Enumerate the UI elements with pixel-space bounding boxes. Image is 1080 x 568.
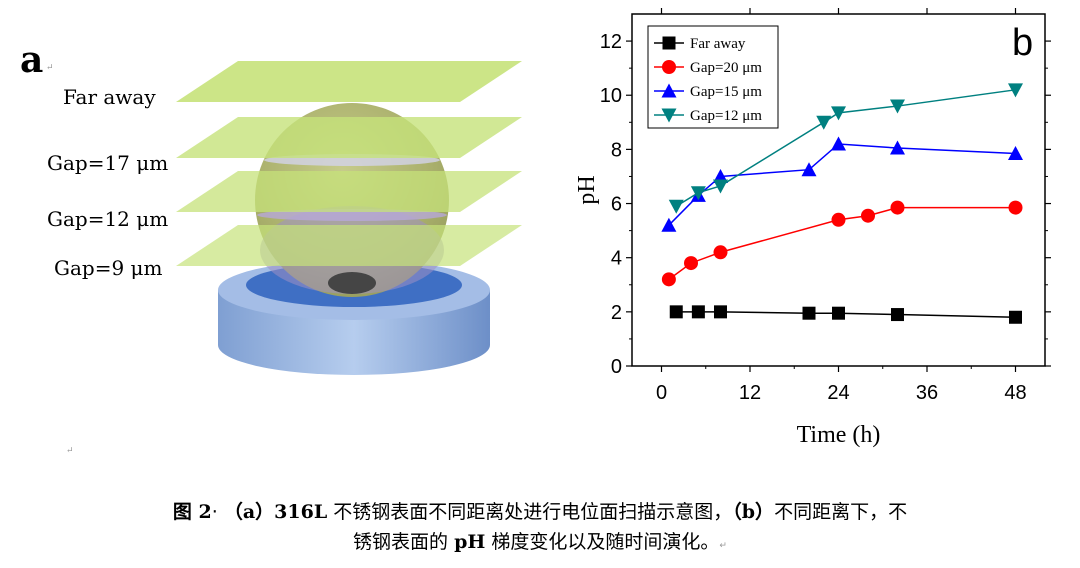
caption-part-b-label: （b） bbox=[732, 501, 775, 523]
legend-label: Gap=15 μm bbox=[690, 84, 762, 100]
return-mark: ↵ bbox=[719, 541, 727, 551]
x-tick-label: 36 bbox=[916, 382, 938, 404]
data-point bbox=[713, 245, 728, 260]
data-point bbox=[832, 306, 845, 320]
data-point bbox=[691, 305, 705, 319]
y-tick-label: 8 bbox=[611, 139, 622, 161]
data-point bbox=[669, 305, 683, 319]
scan-plane-gap-9 bbox=[176, 225, 522, 266]
data-point bbox=[661, 217, 677, 232]
data-point bbox=[1008, 145, 1023, 160]
caption-fig-number: 图 2 bbox=[172, 501, 212, 523]
data-point bbox=[831, 106, 846, 121]
caption-line2-pre: 锈钢表面的 bbox=[353, 531, 449, 553]
figure-caption-line2: 锈钢表面的 pH 梯度变化以及随时间演化。↵ bbox=[0, 528, 1080, 560]
data-point bbox=[1008, 200, 1023, 215]
caption-part-a-label: （a） bbox=[223, 501, 275, 523]
figure-caption-line1: 图 2· （a）316L 不锈钢表面不同距离处进行电位面扫描示意图，（b）不同距… bbox=[172, 501, 908, 523]
legend-label: Gap=20 μm bbox=[690, 60, 762, 76]
caption-ph: pH bbox=[454, 531, 486, 553]
legend-label: Far away bbox=[690, 36, 746, 52]
data-point bbox=[891, 308, 904, 322]
layer-label-gap-9: Gap=9 μm bbox=[54, 256, 163, 280]
legend-marker bbox=[661, 83, 677, 98]
panel-a-label: a bbox=[20, 39, 43, 81]
data-point bbox=[890, 140, 905, 155]
return-mark: ↵ bbox=[66, 446, 74, 456]
data-point bbox=[1008, 83, 1023, 98]
data-point bbox=[831, 212, 846, 227]
data-point bbox=[690, 186, 706, 201]
y-axis-label: pH bbox=[574, 175, 600, 204]
legend: Far away Gap=20 μm Gap=15 μm Gap=12 μm bbox=[647, 25, 779, 129]
x-tick-label: 48 bbox=[1004, 382, 1026, 404]
scan-plane-gap-17 bbox=[176, 117, 522, 158]
layer-label-gap-12: Gap=12 μm bbox=[47, 207, 168, 231]
x-tick-label: 24 bbox=[827, 382, 849, 404]
data-point bbox=[816, 115, 832, 130]
schematic-panel-a: a ↵ Far away Gap=17 μm Gap=12 μm Gap=9 μ… bbox=[20, 39, 522, 456]
legend-marker bbox=[662, 60, 676, 74]
y-tick-label: 0 bbox=[611, 356, 622, 378]
data-point bbox=[802, 306, 816, 320]
legend-marker bbox=[661, 108, 677, 123]
data-point bbox=[831, 136, 846, 151]
legend-label: Gap=12 μm bbox=[690, 108, 762, 124]
data-point bbox=[713, 179, 728, 194]
y-tick-label: 6 bbox=[611, 194, 622, 216]
data-point bbox=[861, 208, 875, 223]
caption-alloy: 316L bbox=[274, 501, 328, 523]
data-point bbox=[684, 256, 698, 271]
caption-line2-post: 梯度变化以及随时间演化。 bbox=[491, 531, 720, 553]
x-axis-label: Time (h) bbox=[797, 422, 881, 448]
x-tick-label: 0 bbox=[656, 382, 667, 404]
data-point bbox=[801, 162, 817, 177]
data-point bbox=[1009, 310, 1022, 324]
layer-label-gap-17: Gap=17 μm bbox=[47, 151, 168, 175]
panel-b-label: b bbox=[1012, 22, 1033, 64]
return-mark: ↵ bbox=[46, 63, 54, 73]
data-point bbox=[714, 305, 727, 319]
scan-plane-far-away bbox=[176, 61, 522, 102]
x-tick-label: 12 bbox=[739, 382, 761, 404]
y-tick-label: 10 bbox=[600, 85, 622, 107]
data-point bbox=[890, 200, 905, 215]
series-line bbox=[676, 311, 1016, 319]
caption-part-a-text: 不锈钢表面不同距离处进行电位面扫描示意图， bbox=[333, 501, 733, 523]
data-point bbox=[890, 99, 905, 114]
layer-label-far-away: Far away bbox=[63, 85, 156, 109]
scan-plane-gap-12 bbox=[176, 171, 522, 212]
caption-part-b-text: 不同距离下，不 bbox=[774, 501, 908, 523]
data-point bbox=[661, 272, 676, 287]
y-tick-label: 12 bbox=[600, 31, 622, 53]
data-point bbox=[668, 199, 684, 214]
y-tick-label: 4 bbox=[611, 248, 622, 270]
y-tick-label: 2 bbox=[611, 302, 622, 324]
legend-marker bbox=[662, 36, 676, 50]
